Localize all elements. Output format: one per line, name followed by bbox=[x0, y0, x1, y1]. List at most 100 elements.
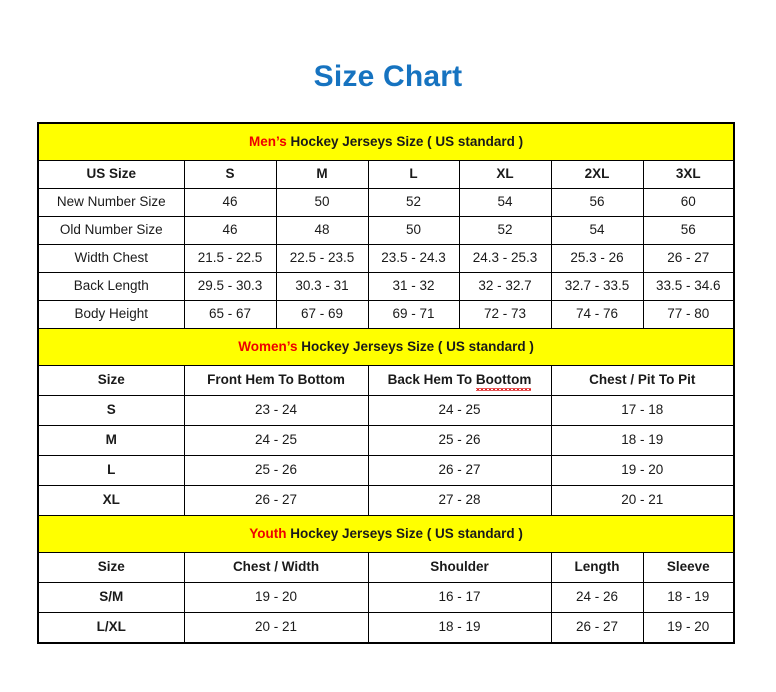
mens-col-head-0: US Size bbox=[37, 160, 185, 189]
mens-row-label-4: Body Height bbox=[37, 300, 185, 329]
mens-col-head-5: 2XL bbox=[550, 160, 644, 189]
mens-cell-1-2: 50 bbox=[367, 216, 460, 245]
mens-cell-2-4: 25.3 - 26 bbox=[550, 244, 644, 273]
mens-row-label-3: Back Length bbox=[37, 272, 185, 301]
youth-col-head-3: Length bbox=[550, 552, 644, 583]
mens-cell-0-2: 52 bbox=[367, 188, 460, 217]
youth-cell-0-2: 24 - 26 bbox=[550, 582, 644, 613]
table-row: Width Chest 21.5 - 22.5 22.5 - 23.5 23.5… bbox=[37, 244, 735, 273]
womens-cell-2-2: 19 - 20 bbox=[550, 455, 735, 486]
womens-cell-3-1: 27 - 28 bbox=[367, 485, 552, 516]
womens-cell-1-1: 25 - 26 bbox=[367, 425, 552, 456]
mens-banner-rest: Hockey Jerseys Size ( US standard ) bbox=[286, 133, 524, 149]
womens-cell-2-1: 26 - 27 bbox=[367, 455, 552, 486]
table-row: New Number Size 46 50 52 54 56 60 bbox=[37, 188, 735, 217]
womens-banner-rest: Hockey Jerseys Size ( US standard ) bbox=[297, 338, 534, 354]
youth-cell-1-1: 18 - 19 bbox=[367, 612, 552, 644]
womens-row-label-2: L bbox=[37, 455, 185, 486]
mens-cell-2-2: 23.5 - 24.3 bbox=[367, 244, 460, 273]
mens-cell-0-5: 60 bbox=[642, 188, 735, 217]
mens-section-banner: Men’s Hockey Jerseys Size ( US standard … bbox=[37, 122, 735, 161]
mens-cell-0-4: 56 bbox=[550, 188, 644, 217]
womens-cell-0-0: 23 - 24 bbox=[183, 395, 369, 426]
table-row: Old Number Size 46 48 50 52 54 56 bbox=[37, 216, 735, 245]
womens-section-banner: Women’s Hockey Jerseys Size ( US standar… bbox=[37, 328, 735, 366]
youth-banner-rest: Hockey Jerseys Size ( US standard ) bbox=[286, 525, 523, 541]
mens-row-label-2: Width Chest bbox=[37, 244, 185, 273]
mens-cell-1-4: 54 bbox=[550, 216, 644, 245]
youth-cell-1-2: 26 - 27 bbox=[550, 612, 644, 644]
mens-cell-0-1: 50 bbox=[275, 188, 369, 217]
mens-col-head-1: S bbox=[183, 160, 277, 189]
mens-banner-row: Men’s Hockey Jerseys Size ( US standard … bbox=[37, 122, 735, 161]
womens-col-head-2: Back Hem To Boottom bbox=[367, 365, 552, 396]
youth-col-head-2: Shoulder bbox=[367, 552, 552, 583]
table-row: L 25 - 26 26 - 27 19 - 20 bbox=[37, 455, 735, 486]
womens-cell-2-0: 25 - 26 bbox=[183, 455, 369, 486]
size-chart-tables: Men’s Hockey Jerseys Size ( US standard … bbox=[37, 122, 736, 644]
womens-col-head-3: Chest / Pit To Pit bbox=[550, 365, 735, 396]
mens-cell-4-2: 69 - 71 bbox=[367, 300, 460, 329]
mens-cell-4-0: 65 - 67 bbox=[183, 300, 277, 329]
mens-cell-4-1: 67 - 69 bbox=[275, 300, 369, 329]
page-title: Size Chart bbox=[313, 60, 463, 93]
table-row: L/XL 20 - 21 18 - 19 26 - 27 19 - 20 bbox=[37, 612, 735, 644]
table-row: Body Height 65 - 67 67 - 69 69 - 71 72 -… bbox=[37, 300, 735, 329]
mens-banner-accent: Men’s bbox=[248, 133, 287, 149]
mens-cell-3-5: 33.5 - 34.6 bbox=[642, 272, 735, 301]
mens-cell-3-3: 32 - 32.7 bbox=[458, 272, 552, 301]
womens-cell-1-0: 24 - 25 bbox=[183, 425, 369, 456]
youth-cell-0-3: 18 - 19 bbox=[642, 582, 735, 613]
womens-cell-1-2: 18 - 19 bbox=[550, 425, 735, 456]
youth-col-head-4: Sleeve bbox=[642, 552, 735, 583]
mens-cell-1-5: 56 bbox=[642, 216, 735, 245]
mens-cell-3-0: 29.5 - 30.3 bbox=[183, 272, 277, 301]
size-chart-table: Men’s Hockey Jerseys Size ( US standard … bbox=[37, 122, 736, 644]
youth-header-row: Size Chest / Width Shoulder Length Sleev… bbox=[37, 552, 735, 583]
youth-cell-0-0: 19 - 20 bbox=[183, 582, 369, 613]
mens-cell-2-5: 26 - 27 bbox=[642, 244, 735, 273]
youth-col-head-0: Size bbox=[37, 552, 185, 583]
table-row: M 24 - 25 25 - 26 18 - 19 bbox=[37, 425, 735, 456]
mens-cell-4-3: 72 - 73 bbox=[458, 300, 552, 329]
youth-section-banner: Youth Hockey Jerseys Size ( US standard … bbox=[37, 515, 735, 553]
mens-header-row: US Size S M L XL 2XL 3XL bbox=[37, 160, 735, 189]
womens-col-head-1: Front Hem To Bottom bbox=[183, 365, 369, 396]
mens-cell-0-3: 54 bbox=[458, 188, 552, 217]
womens-col-head-0: Size bbox=[37, 365, 185, 396]
youth-row-label-1: L/XL bbox=[37, 612, 185, 644]
table-row: S 23 - 24 24 - 25 17 - 18 bbox=[37, 395, 735, 426]
womens-cell-0-1: 24 - 25 bbox=[367, 395, 552, 426]
table-row: S/M 19 - 20 16 - 17 24 - 26 18 - 19 bbox=[37, 582, 735, 613]
mens-cell-2-1: 22.5 - 23.5 bbox=[275, 244, 369, 273]
youth-cell-1-3: 19 - 20 bbox=[642, 612, 735, 644]
mens-row-label-1: Old Number Size bbox=[37, 216, 185, 245]
mens-cell-2-0: 21.5 - 22.5 bbox=[183, 244, 277, 273]
womens-header-row: Size Front Hem To Bottom Back Hem To Boo… bbox=[37, 365, 735, 396]
mens-cell-1-3: 52 bbox=[458, 216, 552, 245]
mens-cell-3-1: 30.3 - 31 bbox=[275, 272, 369, 301]
mens-cell-3-2: 31 - 32 bbox=[367, 272, 460, 301]
mens-row-label-0: New Number Size bbox=[37, 188, 185, 217]
youth-col-head-1: Chest / Width bbox=[183, 552, 369, 583]
mens-cell-1-0: 46 bbox=[183, 216, 277, 245]
mens-cell-4-5: 77 - 80 bbox=[642, 300, 735, 329]
mens-cell-0-0: 46 bbox=[183, 188, 277, 217]
mens-cell-3-4: 32.7 - 33.5 bbox=[550, 272, 644, 301]
womens-row-label-0: S bbox=[37, 395, 185, 426]
table-row: Back Length 29.5 - 30.3 30.3 - 31 31 - 3… bbox=[37, 272, 735, 301]
womens-cell-3-2: 20 - 21 bbox=[550, 485, 735, 516]
womens-banner-accent: Women’s bbox=[238, 338, 298, 354]
table-row: XL 26 - 27 27 - 28 20 - 21 bbox=[37, 485, 735, 516]
mens-col-head-2: M bbox=[275, 160, 369, 189]
womens-banner-row: Women’s Hockey Jerseys Size ( US standar… bbox=[37, 328, 735, 366]
youth-banner-row: Youth Hockey Jerseys Size ( US standard … bbox=[37, 515, 735, 553]
mens-cell-2-3: 24.3 - 25.3 bbox=[458, 244, 552, 273]
mens-col-head-3: L bbox=[367, 160, 460, 189]
womens-row-label-3: XL bbox=[37, 485, 185, 516]
womens-row-label-1: M bbox=[37, 425, 185, 456]
youth-row-label-0: S/M bbox=[37, 582, 185, 613]
mens-cell-1-1: 48 bbox=[275, 216, 369, 245]
mens-cell-4-4: 74 - 76 bbox=[550, 300, 644, 329]
